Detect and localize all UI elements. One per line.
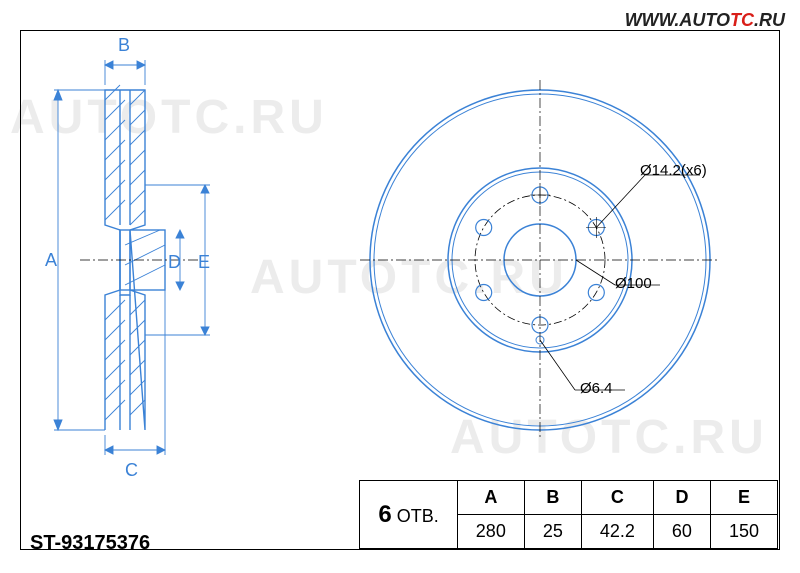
url-p2: TC xyxy=(730,10,754,30)
holes-suffix: ОТВ. xyxy=(397,506,439,526)
td-d: 60 xyxy=(653,515,710,549)
th-c: C xyxy=(581,481,653,515)
dim-a: A xyxy=(45,250,57,271)
th-b: B xyxy=(524,481,581,515)
td-a: 280 xyxy=(457,515,524,549)
anno-bolt: Ø14.2(x6) xyxy=(640,162,707,179)
dim-e: E xyxy=(198,252,210,273)
dimension-table: 6 ОТВ. A B C D E 280 25 42.2 60 150 xyxy=(359,480,778,549)
dim-c: C xyxy=(125,460,138,481)
dim-b: B xyxy=(118,35,130,56)
dim-d: D xyxy=(168,252,181,273)
url-p1: AUTO xyxy=(679,10,730,30)
th-d: D xyxy=(653,481,710,515)
holes-cell: 6 ОТВ. xyxy=(360,481,457,549)
anno-pin: Ø6.4 xyxy=(580,380,613,397)
td-c: 42.2 xyxy=(581,515,653,549)
url-prefix: WWW. xyxy=(625,10,680,30)
url-p3: .RU xyxy=(754,10,785,30)
holes-count: 6 xyxy=(378,501,391,528)
anno-bore: Ø100 xyxy=(615,275,652,292)
site-url: WWW.AUTOTC.RU xyxy=(625,10,785,31)
th-e: E xyxy=(710,481,777,515)
technical-drawing xyxy=(20,30,780,490)
th-a: A xyxy=(457,481,524,515)
td-b: 25 xyxy=(524,515,581,549)
td-e: 150 xyxy=(710,515,777,549)
part-number: ST-93175376 xyxy=(30,532,150,555)
